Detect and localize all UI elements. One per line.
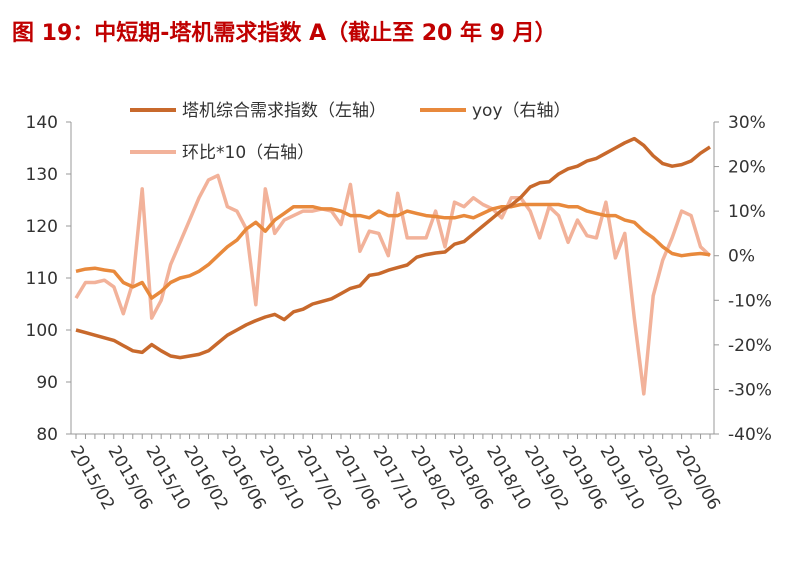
- y2-tick-label: -20%: [728, 336, 772, 356]
- y2-tick-label: 0%: [728, 247, 755, 267]
- y-tick-label: 130: [26, 165, 58, 185]
- series-line: [75, 136, 711, 360]
- y-tick-label: 140: [26, 113, 58, 133]
- y-tick-label: 120: [26, 217, 58, 237]
- legend-label: yoy（右轴）: [472, 101, 571, 121]
- y-tick-label: 90: [36, 373, 58, 393]
- y2-tick-label: -40%: [728, 425, 772, 445]
- y-tick-label: 110: [26, 269, 58, 289]
- series-line: [75, 202, 711, 300]
- chart-title: 图 19：中短期-塔机需求指数 A（截止至 20 年 9 月）: [12, 20, 557, 46]
- y2-tick-label: -10%: [728, 291, 772, 311]
- y2-tick-label: -30%: [728, 380, 772, 400]
- y2-tick-label: 30%: [728, 113, 766, 133]
- series-line: [74, 173, 712, 396]
- y-tick-label: 80: [36, 425, 58, 445]
- y-tick-label: 100: [26, 321, 58, 341]
- y2-tick-label: 10%: [728, 202, 766, 222]
- y2-tick-label: 20%: [728, 158, 766, 178]
- legend-label: 环比*10（右轴）: [182, 143, 314, 163]
- legend-label: 塔机综合需求指数（左轴）: [182, 101, 386, 121]
